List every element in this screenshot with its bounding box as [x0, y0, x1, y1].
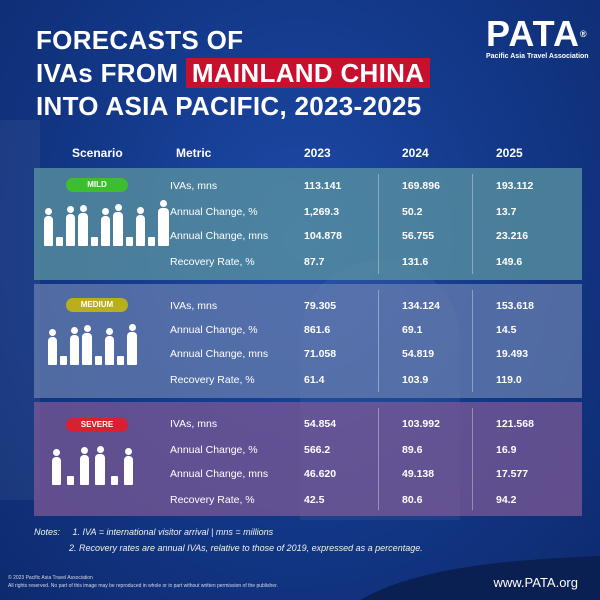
value-cell: 14.5 — [496, 324, 517, 336]
metric-label: Recovery Rate, % — [170, 494, 255, 506]
column-divider — [378, 290, 379, 392]
scenario-badge-severe: SEVERE — [66, 418, 128, 432]
column-divider — [472, 290, 473, 392]
column-divider — [472, 174, 473, 274]
background-texture — [0, 120, 40, 500]
value-cell: 23.216 — [496, 230, 529, 242]
value-cell: 193.112 — [496, 180, 534, 192]
value-cell: 71.058 — [304, 348, 337, 360]
value-cell: 113.141 — [304, 180, 342, 192]
travelers-group-icon — [48, 324, 137, 365]
value-cell: 103.9 — [402, 374, 429, 386]
value-cell: 56.755 — [402, 230, 435, 242]
value-cell: 69.1 — [402, 324, 423, 336]
pata-logo: PATA® Pacific Asia Travel Association — [486, 13, 589, 61]
value-cell: 49.138 — [402, 468, 435, 480]
value-cell: 134.124 — [402, 300, 440, 312]
value-cell: 46.620 — [304, 468, 337, 480]
value-cell: 17.577 — [496, 468, 529, 480]
value-cell: 13.7 — [496, 206, 517, 218]
header-scenario: Scenario — [72, 146, 123, 160]
value-cell: 169.896 — [402, 180, 440, 192]
column-divider — [378, 174, 379, 274]
scenario-panel-severe: SEVERE IVAs, mns 54.854 103.992 121.568 … — [34, 402, 582, 516]
value-cell: 42.5 — [304, 494, 325, 506]
metric-label: Annual Change, mns — [170, 230, 269, 242]
header-2025: 2025 — [496, 146, 523, 160]
column-divider — [472, 408, 473, 510]
metric-label: Annual Change, % — [170, 444, 258, 456]
value-cell: 1,269.3 — [304, 206, 340, 218]
website-link[interactable]: www.PATA.org — [493, 575, 578, 590]
value-cell: 50.2 — [402, 206, 423, 218]
header-2024: 2024 — [402, 146, 429, 160]
metric-label: Recovery Rate, % — [170, 256, 255, 268]
value-cell: 149.6 — [496, 256, 523, 268]
scenario-panel-mild: MILD IVAs, mns 113.141 169.896 193.112 A… — [34, 168, 582, 280]
value-cell: 61.4 — [304, 374, 325, 386]
page-title: FORECASTS OF IVAs FROM MAINLAND CHINA IN… — [36, 24, 431, 123]
value-cell: 54.854 — [304, 418, 337, 430]
metric-label: Annual Change, % — [170, 206, 258, 218]
value-cell: 103.992 — [402, 418, 440, 430]
value-cell: 79.305 — [304, 300, 337, 312]
value-cell: 54.819 — [402, 348, 435, 360]
copyright-line: © 2023 Pacific Asia Travel Association — [8, 575, 93, 581]
header-2023: 2023 — [304, 146, 331, 160]
value-cell: 119.0 — [496, 374, 522, 386]
metric-label: Recovery Rate, % — [170, 374, 255, 386]
value-cell: 94.2 — [496, 494, 517, 506]
copyright-line: All rights reserved. No part of this ima… — [8, 583, 278, 589]
scenario-badge-mild: MILD — [66, 178, 128, 192]
metric-label: IVAs, mns — [170, 300, 218, 312]
metric-label: Annual Change, % — [170, 324, 258, 336]
value-cell: 16.9 — [496, 444, 517, 456]
value-cell: 121.568 — [496, 418, 534, 430]
notes: Notes: 1. IVA = international visitor ar… — [34, 527, 273, 537]
value-cell: 87.7 — [304, 256, 325, 268]
value-cell: 153.618 — [496, 300, 534, 312]
value-cell: 19.493 — [496, 348, 529, 360]
value-cell: 131.6 — [402, 256, 429, 268]
scenario-panel-medium: MEDIUM IVAs, mns 79.305 134.124 153.618 … — [34, 284, 582, 398]
scenario-badge-medium: MEDIUM — [66, 298, 128, 312]
metric-label: Annual Change, mns — [170, 348, 269, 360]
footer-wave — [360, 556, 600, 600]
metric-label: Annual Change, mns — [170, 468, 269, 480]
value-cell: 80.6 — [402, 494, 423, 506]
note-1: 1. IVA = international visitor arrival |… — [72, 527, 274, 537]
travelers-group-icon — [44, 200, 169, 246]
metric-label: IVAs, mns — [170, 418, 218, 430]
value-cell: 89.6 — [402, 444, 423, 456]
value-cell: 861.6 — [304, 324, 331, 336]
notes-label: Notes: — [34, 527, 61, 537]
value-cell: 104.878 — [304, 230, 342, 242]
travelers-group-icon — [52, 446, 133, 485]
column-divider — [378, 408, 379, 510]
metric-label: IVAs, mns — [170, 180, 218, 192]
note-2: 2. Recovery rates are annual IVAs, relat… — [69, 543, 423, 553]
value-cell: 566.2 — [304, 444, 331, 456]
header-metric: Metric — [176, 146, 212, 160]
